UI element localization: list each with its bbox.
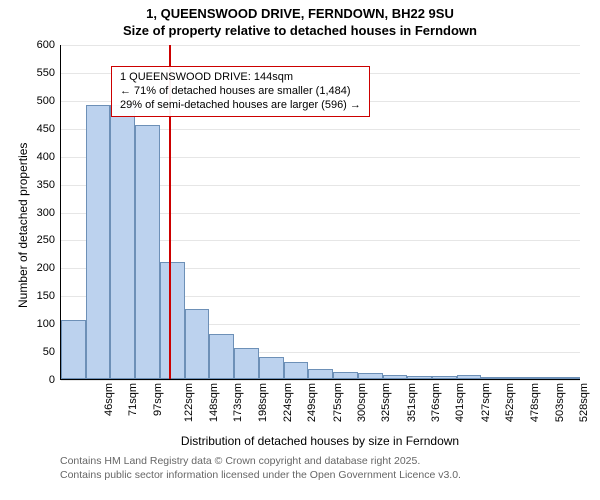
y-axis-label: Number of detached properties	[16, 142, 30, 307]
x-tick-label: 376sqm	[430, 383, 442, 422]
x-tick-label: 173sqm	[232, 383, 244, 422]
annotation-line-2: ← 71% of detached houses are smaller (1,…	[120, 85, 361, 99]
y-tick-label: 250	[37, 234, 61, 246]
gridline	[61, 45, 580, 46]
histogram-bar	[407, 376, 432, 379]
histogram-bar	[358, 373, 383, 379]
x-tick-label: 46sqm	[103, 383, 115, 416]
x-tick-label: 71sqm	[127, 383, 139, 416]
footer-line-2: Contains public sector information licen…	[60, 468, 461, 482]
histogram-bar	[209, 334, 234, 379]
annotation-box: 1 QUEENSWOOD DRIVE: 144sqm← 71% of detac…	[111, 66, 370, 117]
histogram-bar	[383, 375, 408, 379]
histogram-bar	[432, 376, 457, 379]
x-tick-label: 275sqm	[332, 383, 344, 422]
histogram-bar	[506, 377, 531, 379]
chart-title: 1, QUEENSWOOD DRIVE, FERNDOWN, BH22 9SU …	[0, 0, 600, 40]
title-line-1: 1, QUEENSWOOD DRIVE, FERNDOWN, BH22 9SU	[0, 6, 600, 23]
y-tick-label: 600	[37, 39, 61, 51]
chart-footer: Contains HM Land Registry data © Crown c…	[60, 454, 461, 482]
x-tick-label: 148sqm	[208, 383, 220, 422]
y-tick-label: 300	[37, 207, 61, 219]
y-tick-label: 550	[37, 67, 61, 79]
x-axis-label: Distribution of detached houses by size …	[60, 434, 580, 448]
plot-area: 05010015020025030035040045050055060046sq…	[60, 45, 580, 380]
y-tick-label: 200	[37, 262, 61, 274]
x-tick-label: 97sqm	[152, 383, 164, 416]
histogram-bar	[61, 320, 86, 379]
x-tick-label: 401sqm	[454, 383, 466, 422]
title-line-2: Size of property relative to detached ho…	[0, 23, 600, 40]
annotation-line-1: 1 QUEENSWOOD DRIVE: 144sqm	[120, 71, 361, 85]
x-tick-label: 478sqm	[529, 383, 541, 422]
x-tick-label: 503sqm	[554, 383, 566, 422]
x-tick-label: 224sqm	[282, 383, 294, 422]
histogram-bar	[556, 377, 581, 379]
histogram-bar	[457, 375, 482, 379]
histogram-bar	[110, 105, 135, 379]
x-tick-label: 452sqm	[504, 383, 516, 422]
y-tick-label: 500	[37, 95, 61, 107]
histogram-bar	[481, 377, 506, 379]
histogram-bar	[284, 362, 309, 379]
histogram-bar	[259, 357, 284, 379]
x-tick-label: 198sqm	[257, 383, 269, 422]
y-tick-label: 350	[37, 179, 61, 191]
histogram-bar	[135, 125, 160, 379]
histogram-bar	[333, 372, 358, 379]
histogram-bar	[308, 369, 333, 379]
annotation-line-3: 29% of semi-detached houses are larger (…	[120, 99, 361, 113]
x-tick-label: 122sqm	[183, 383, 195, 422]
x-tick-label: 249sqm	[306, 383, 318, 422]
histogram-bar	[160, 262, 185, 379]
histogram-bar	[234, 348, 259, 379]
footer-line-1: Contains HM Land Registry data © Crown c…	[60, 454, 461, 468]
x-tick-label: 325sqm	[380, 383, 392, 422]
x-tick-label: 528sqm	[578, 383, 590, 422]
x-tick-label: 300sqm	[356, 383, 368, 422]
x-tick-label: 351sqm	[406, 383, 418, 422]
y-tick-label: 450	[37, 123, 61, 135]
histogram-bar	[531, 377, 556, 379]
gridline	[61, 380, 580, 381]
y-tick-label: 0	[49, 374, 61, 386]
y-tick-label: 150	[37, 290, 61, 302]
histogram-bar	[185, 309, 210, 379]
x-tick-label: 427sqm	[480, 383, 492, 422]
y-tick-label: 50	[43, 346, 61, 358]
y-tick-label: 400	[37, 151, 61, 163]
y-tick-label: 100	[37, 318, 61, 330]
histogram-bar	[86, 105, 111, 379]
